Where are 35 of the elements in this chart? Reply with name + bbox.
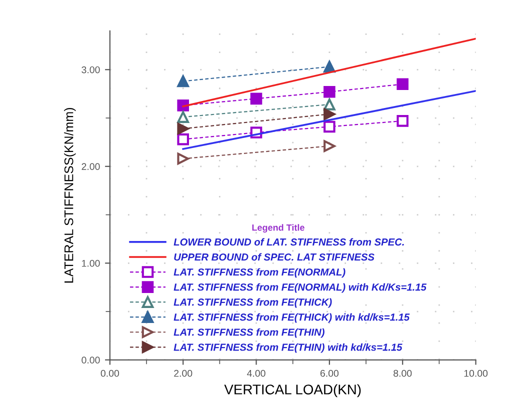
- legend-label: LAT. STIFFNESS from FE(THICK) with kd/ks=1.15: [174, 313, 410, 323]
- point: [396, 78, 409, 90]
- point: [250, 92, 262, 105]
- point: [324, 60, 336, 73]
- point: [324, 120, 336, 133]
- y-tick-label: 3.00: [82, 66, 100, 74]
- point: [177, 133, 189, 146]
- point: [396, 115, 409, 127]
- x-tick-label: 2.00: [174, 370, 192, 377]
- point: [177, 75, 189, 88]
- legend-label: LAT. STIFFNESS from FE(THICK): [174, 298, 332, 308]
- legend-label: LAT. STIFFNESS from FE(NORMAL): [174, 268, 346, 278]
- point: [177, 122, 189, 135]
- legend-title: Legend Title: [252, 224, 304, 233]
- x-axis-title: VERTICAL LOAD(KN): [224, 384, 361, 398]
- y-tick-label: 2.00: [82, 163, 100, 170]
- legend-label: LOWER BOUND of LAT. STIFFNESS from SPEC.: [174, 238, 404, 246]
- y-tick-label: 0.00: [82, 356, 100, 364]
- x-tick-label: 4.00: [247, 370, 266, 377]
- point: [177, 152, 189, 165]
- y-tick-label: 1.00: [82, 260, 100, 267]
- point: [324, 86, 336, 98]
- x-tick-label: 6.00: [320, 370, 339, 377]
- legend-label: LAT. STIFFNESS from FE(THIN): [174, 328, 324, 338]
- point: [324, 108, 336, 120]
- legend-label: LAT. STIFFNESS from FE(THIN) with kd/ks=1.15: [174, 343, 402, 353]
- point: [324, 98, 336, 110]
- point: [177, 111, 189, 123]
- legend-label: UPPER BOUND of SPEC. LAT STIFFNESS: [174, 253, 374, 261]
- legend-label: LAT. STIFFNESS from FE(NORMAL) with Kd/Ks=1.15: [174, 283, 427, 293]
- x-tick-label: 10.00: [464, 370, 488, 377]
- y-axis-title: LATERAL STIFFNESS(KN/mm): [64, 108, 76, 283]
- x-tick-label: 0.00: [100, 370, 119, 377]
- point: [324, 140, 336, 152]
- x-tick-label: 8.00: [394, 370, 412, 377]
